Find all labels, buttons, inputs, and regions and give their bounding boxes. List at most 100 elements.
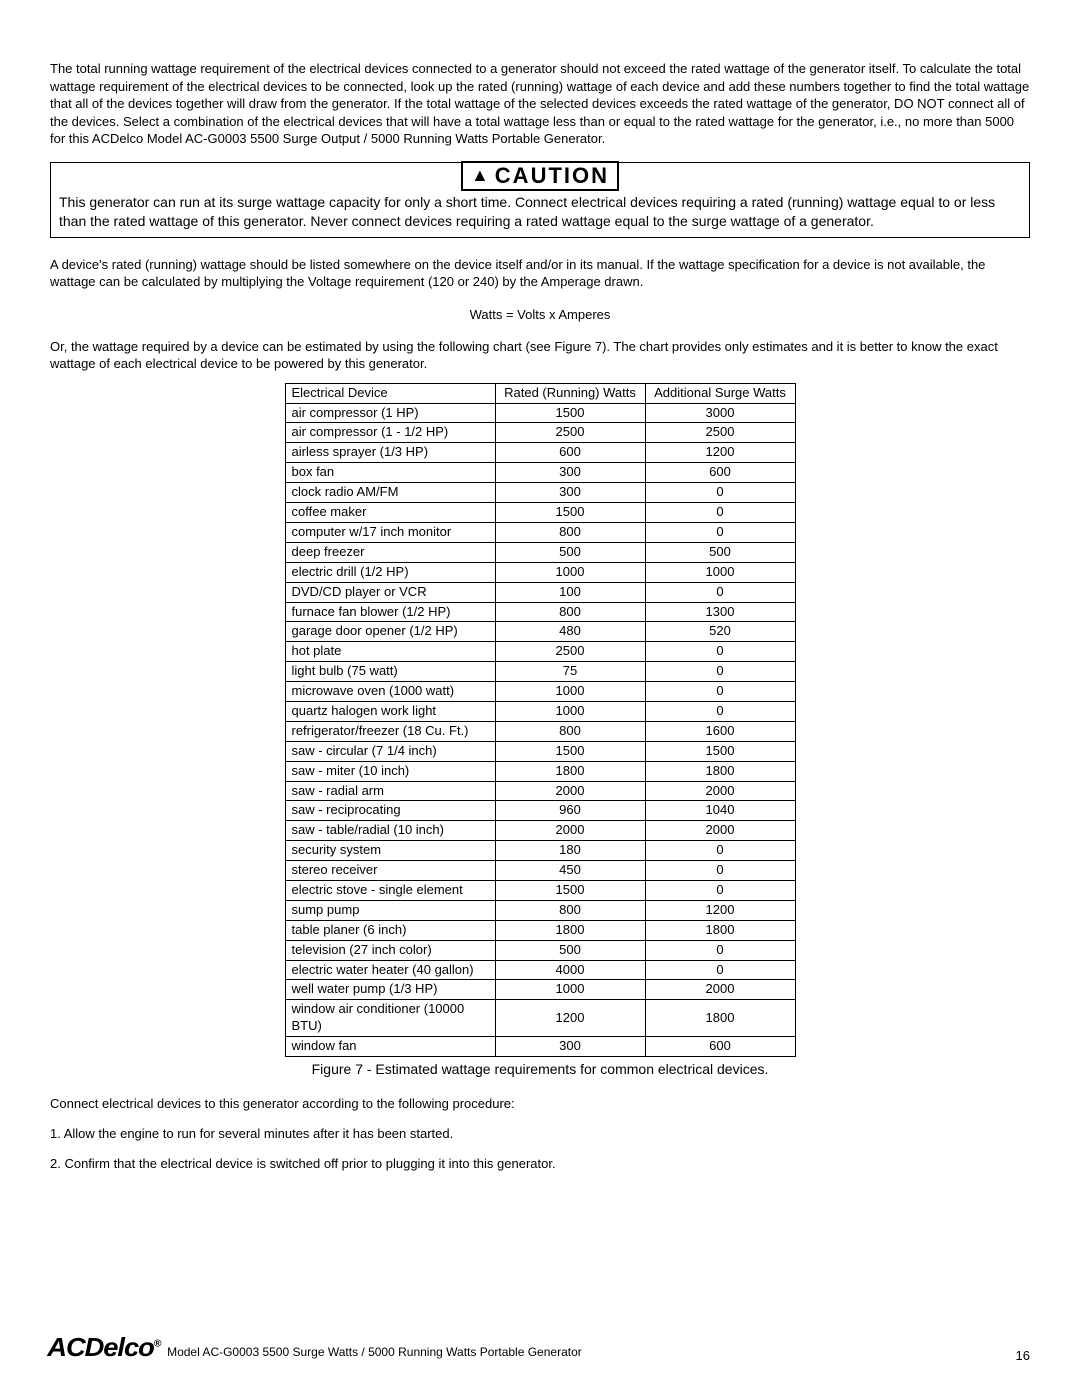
cell-device: air compressor (1 HP): [285, 403, 495, 423]
table-row: electric stove - single element15000: [285, 880, 795, 900]
procedure-intro: Connect electrical devices to this gener…: [50, 1095, 1030, 1113]
cell-surge-watts: 0: [645, 960, 795, 980]
cell-surge-watts: 0: [645, 483, 795, 503]
brand-logo: ACDelco®: [47, 1332, 160, 1363]
figure-caption: Figure 7 - Estimated wattage requirement…: [50, 1061, 1030, 1077]
cell-surge-watts: 1200: [645, 443, 795, 463]
cell-running-watts: 180: [495, 841, 645, 861]
table-row: well water pump (1/3 HP)10002000: [285, 980, 795, 1000]
cell-surge-watts: 1000: [645, 562, 795, 582]
cell-running-watts: 1000: [495, 701, 645, 721]
cell-running-watts: 800: [495, 602, 645, 622]
cell-running-watts: 2500: [495, 642, 645, 662]
cell-device: stereo receiver: [285, 861, 495, 881]
cell-running-watts: 800: [495, 522, 645, 542]
table-body: air compressor (1 HP)15003000air compres…: [285, 403, 795, 1056]
cell-device: hot plate: [285, 642, 495, 662]
page-footer: ACDelco® Model AC-G0003 5500 Surge Watts…: [50, 1332, 1030, 1363]
cell-surge-watts: 0: [645, 522, 795, 542]
table-row: table planer (6 inch)18001800: [285, 920, 795, 940]
cell-device: electric drill (1/2 HP): [285, 562, 495, 582]
cell-surge-watts: 1300: [645, 602, 795, 622]
cell-surge-watts: 1200: [645, 900, 795, 920]
cell-device: quartz halogen work light: [285, 701, 495, 721]
table-row: light bulb (75 watt)750: [285, 662, 795, 682]
cell-surge-watts: 2000: [645, 821, 795, 841]
procedure-section: Connect electrical devices to this gener…: [50, 1095, 1030, 1174]
caution-box: ▲CAUTION This generator can run at its s…: [50, 162, 1030, 238]
cell-running-watts: 1500: [495, 403, 645, 423]
cell-surge-watts: 0: [645, 503, 795, 523]
cell-running-watts: 1000: [495, 682, 645, 702]
table-row: saw - radial arm20002000: [285, 781, 795, 801]
cell-device: computer w/17 inch monitor: [285, 522, 495, 542]
cell-running-watts: 450: [495, 861, 645, 881]
table-row: clock radio AM/FM3000: [285, 483, 795, 503]
cell-running-watts: 800: [495, 900, 645, 920]
procedure-step-2: 2. Confirm that the electrical device is…: [50, 1155, 1030, 1173]
cell-surge-watts: 2000: [645, 781, 795, 801]
table-row: electric drill (1/2 HP)10001000: [285, 562, 795, 582]
table-row: furnace fan blower (1/2 HP)8001300: [285, 602, 795, 622]
cell-surge-watts: 600: [645, 1037, 795, 1057]
document-page: The total running wattage requirement of…: [0, 0, 1080, 1397]
cell-device: table planer (6 inch): [285, 920, 495, 940]
cell-surge-watts: 0: [645, 940, 795, 960]
caution-text: This generator can run at its surge watt…: [59, 193, 1021, 231]
cell-surge-watts: 1040: [645, 801, 795, 821]
cell-device: well water pump (1/3 HP): [285, 980, 495, 1000]
cell-running-watts: 1200: [495, 1000, 645, 1037]
cell-device: window air conditioner (10000 BTU): [285, 1000, 495, 1037]
cell-device: electric water heater (40 gallon): [285, 960, 495, 980]
cell-surge-watts: 1800: [645, 761, 795, 781]
cell-running-watts: 300: [495, 463, 645, 483]
cell-running-watts: 800: [495, 721, 645, 741]
table-row: window fan300600: [285, 1037, 795, 1057]
cell-device: television (27 inch color): [285, 940, 495, 960]
cell-device: box fan: [285, 463, 495, 483]
table-row: quartz halogen work light10000: [285, 701, 795, 721]
cell-surge-watts: 3000: [645, 403, 795, 423]
intro-paragraph: The total running wattage requirement of…: [50, 60, 1030, 148]
cell-device: furnace fan blower (1/2 HP): [285, 602, 495, 622]
cell-running-watts: 300: [495, 483, 645, 503]
cell-surge-watts: 0: [645, 642, 795, 662]
cell-running-watts: 75: [495, 662, 645, 682]
cell-running-watts: 500: [495, 940, 645, 960]
cell-surge-watts: 600: [645, 463, 795, 483]
cell-device: air compressor (1 - 1/2 HP): [285, 423, 495, 443]
cell-surge-watts: 0: [645, 861, 795, 881]
cell-surge-watts: 1500: [645, 741, 795, 761]
cell-device: garage door opener (1/2 HP): [285, 622, 495, 642]
table-row: coffee maker15000: [285, 503, 795, 523]
cell-running-watts: 1000: [495, 980, 645, 1000]
cell-running-watts: 1800: [495, 920, 645, 940]
cell-surge-watts: 0: [645, 841, 795, 861]
cell-running-watts: 2000: [495, 781, 645, 801]
cell-running-watts: 480: [495, 622, 645, 642]
cell-running-watts: 2000: [495, 821, 645, 841]
cell-running-watts: 300: [495, 1037, 645, 1057]
cell-device: saw - circular (7 1/4 inch): [285, 741, 495, 761]
table-row: hot plate25000: [285, 642, 795, 662]
cell-running-watts: 500: [495, 542, 645, 562]
cell-surge-watts: 0: [645, 682, 795, 702]
cell-device: electric stove - single element: [285, 880, 495, 900]
cell-surge-watts: 1600: [645, 721, 795, 741]
cell-device: coffee maker: [285, 503, 495, 523]
chart-intro-paragraph: Or, the wattage required by a device can…: [50, 338, 1030, 373]
table-row: DVD/CD player or VCR1000: [285, 582, 795, 602]
cell-surge-watts: 2000: [645, 980, 795, 1000]
cell-surge-watts: 0: [645, 701, 795, 721]
registered-mark: ®: [154, 1338, 161, 1349]
header-running-watts: Rated (Running) Watts: [495, 383, 645, 403]
cell-device: microwave oven (1000 watt): [285, 682, 495, 702]
table-row: garage door opener (1/2 HP)480520: [285, 622, 795, 642]
cell-device: saw - miter (10 inch): [285, 761, 495, 781]
device-wattage-paragraph: A device's rated (running) wattage shoul…: [50, 256, 1030, 291]
table-row: saw - table/radial (10 inch)20002000: [285, 821, 795, 841]
table-row: television (27 inch color)5000: [285, 940, 795, 960]
cell-running-watts: 2500: [495, 423, 645, 443]
page-number: 16: [1016, 1348, 1030, 1363]
header-device: Electrical Device: [285, 383, 495, 403]
